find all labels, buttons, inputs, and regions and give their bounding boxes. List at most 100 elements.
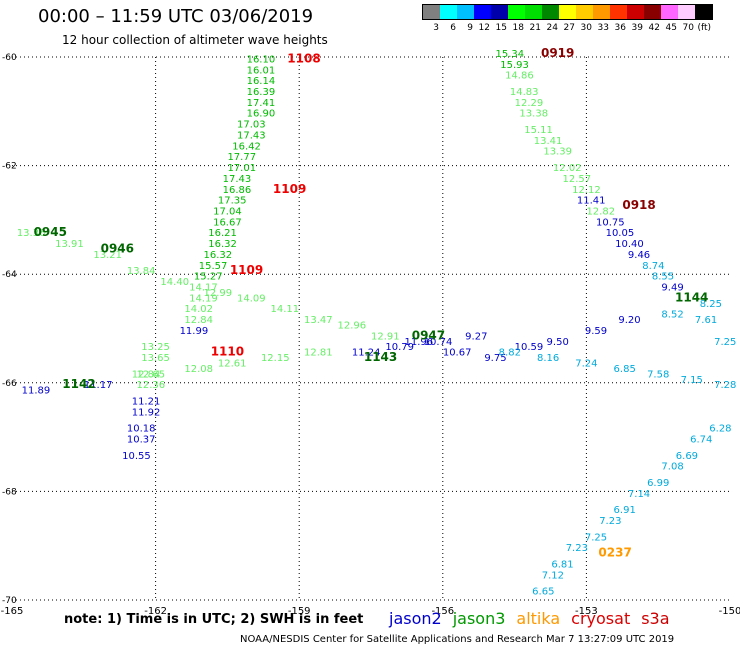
wave-height-point: 16.86 — [223, 185, 252, 196]
wave-height-point: 14.09 — [237, 293, 266, 304]
scale-label: 21 — [529, 23, 541, 33]
scale-label: 42 — [648, 23, 660, 33]
y-tick-label: -64 — [2, 270, 17, 280]
wave-height-point: 10.18 — [127, 424, 156, 435]
wave-height-point: 10.05 — [606, 228, 635, 239]
wave-height-point: 7.28 — [714, 380, 736, 391]
wave-height-point: 11.24 — [352, 348, 381, 359]
wave-height-point: 7.61 — [695, 315, 717, 326]
wave-height-point: 6.85 — [614, 364, 636, 375]
scale-label: 70 — [682, 23, 694, 33]
wave-height-point: 12.81 — [304, 348, 333, 359]
pass-time-label: 0945 — [34, 225, 67, 239]
wave-height-point: 7.08 — [661, 462, 683, 473]
wave-height-point: 10.74 — [424, 337, 453, 348]
scale-swatch — [576, 5, 593, 19]
wave-height-point: 8.52 — [661, 310, 683, 321]
x-tick-label: -159 — [288, 606, 311, 617]
chart-title: 00:00 – 11:59 UTC 03/06/2019 — [38, 6, 314, 27]
wave-height-point: 17.04 — [213, 206, 242, 217]
pass-time-annotations: 1108 1109 1109 1110 0919 0918 0945 0946 0947 1142… — [34, 46, 709, 560]
wave-height-point: 9.49 — [661, 282, 683, 293]
wave-height-point: 10.79 — [385, 342, 414, 353]
scale-label: 12 — [478, 23, 490, 33]
y-tick-label: -68 — [2, 487, 17, 497]
wave-height-point: 8.16 — [537, 353, 559, 364]
wave-height-point: 12.15 — [261, 353, 290, 364]
x-tick-label: -156 — [431, 606, 454, 617]
wave-height-point: 7.25 — [714, 337, 736, 348]
wave-height-point: 14.40 — [160, 277, 189, 288]
wave-height-point: 12.84 — [132, 369, 161, 380]
wave-height-point: 17.01 — [227, 163, 256, 174]
wave-height-point: 6.81 — [551, 559, 573, 570]
scale-label: 18 — [512, 23, 524, 33]
wave-height-point: 16.14 — [247, 76, 276, 87]
wave-height-point: 10.40 — [615, 239, 644, 250]
color-scale-labels: 3 6 9 12 15 18 21 24 27 30 33 36 39 42 45 70 (ft) — [422, 23, 713, 33]
wave-height-point: 7.12 — [542, 570, 564, 581]
wave-height-point: 16.90 — [247, 109, 276, 120]
wave-height-point: 13.38 — [519, 109, 548, 120]
wave-height-point: 7.24 — [575, 359, 597, 370]
wave-height-point: 7.14 — [628, 489, 650, 500]
scale-label: 9 — [467, 23, 473, 33]
wave-height-point: 10.37 — [127, 435, 156, 446]
wave-height-point: 16.21 — [208, 228, 237, 239]
pass-time-label: 1143 — [364, 350, 397, 364]
wave-height-point: 11.21 — [132, 397, 161, 408]
color-scale-bar — [422, 4, 713, 20]
pass-time-label: 1142 — [62, 377, 95, 391]
wave-height-point: 12.36 — [136, 380, 165, 391]
y-tick-label: -70 — [2, 596, 17, 606]
scale-swatch — [423, 5, 440, 19]
scale-swatch — [610, 5, 627, 19]
scale-label: 39 — [631, 23, 643, 33]
wave-height-point: 12.84 — [184, 315, 213, 326]
pass-time-label: 0919 — [541, 46, 574, 60]
wave-height-point: 11.99 — [180, 326, 209, 337]
wave-height-point: 7.15 — [681, 375, 703, 386]
wave-height-point: 14.86 — [505, 71, 534, 82]
wave-height-point: 12.12 — [572, 185, 601, 196]
x-tick-label: -150 — [719, 606, 740, 617]
satellite-cryosat: cryosat — [571, 609, 631, 628]
wave-height-point: 6.91 — [614, 505, 636, 516]
credit-line: NOAA/NESDIS Center for Satellite Applica… — [240, 634, 675, 645]
scale-swatch — [644, 5, 661, 19]
wave-height-point: 14.19 — [189, 293, 218, 304]
scale-swatch — [559, 5, 576, 19]
x-tick-label: -162 — [144, 606, 167, 617]
wave-height-point: 8.55 — [652, 272, 674, 283]
scale-label: (ft) — [697, 23, 711, 33]
wave-height-point: 7.23 — [566, 543, 588, 554]
y-tick-label: -62 — [2, 162, 17, 172]
scale-swatch — [542, 5, 559, 19]
pass-time-label: 1109 — [230, 263, 263, 277]
wave-height-point: 10.67 — [443, 348, 472, 359]
wave-height-point: 6.65 — [532, 587, 554, 598]
wave-height-point: 13.47 — [304, 315, 333, 326]
scale-swatch — [593, 5, 610, 19]
wave-height-point: 9.75 — [484, 353, 506, 364]
scale-swatch — [627, 5, 644, 19]
wave-height-point: 14.83 — [510, 87, 539, 98]
wave-height-point: 16.42 — [232, 141, 261, 152]
wave-height-point: 16.01 — [247, 65, 276, 76]
scale-swatch — [508, 5, 525, 19]
wave-height-point: 12.96 — [338, 321, 367, 332]
wave-height-point: 7.25 — [585, 532, 607, 543]
wave-height-point: 14.11 — [271, 304, 300, 315]
wave-height-point: 8.82 — [499, 348, 521, 359]
wave-height-point: 16.39 — [247, 87, 276, 98]
wave-height-point: 10.75 — [596, 217, 625, 228]
wave-height-point: 13.21 — [93, 250, 122, 261]
satellite-legend: jason2 jason3 altika cryosat s3a — [389, 609, 670, 628]
pass-time-label: 0918 — [622, 198, 655, 212]
wave-height-point: 17.43 — [237, 130, 266, 141]
wave-height-point: 17.77 — [227, 152, 256, 163]
wave-height-point: 11.17 — [84, 380, 113, 391]
scale-label: 3 — [433, 23, 439, 33]
scale-label: 33 — [597, 23, 609, 33]
